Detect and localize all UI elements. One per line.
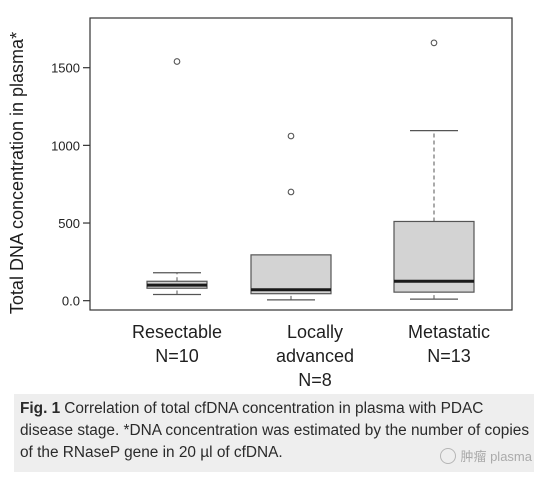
caption-text: Correlation of total cfDNA concentration…	[20, 400, 530, 461]
outlier-point	[430, 39, 438, 47]
x-label-metastatic: Metastatic N=13	[369, 320, 529, 368]
category-name: Metastatic	[407, 322, 491, 342]
category-name-line1: Locally	[286, 322, 344, 342]
boxplot-chart: 0.0 500 1000 1500	[51, 17, 513, 311]
figure-caption: Fig. 1 Correlation of total cfDNA concent…	[20, 398, 530, 464]
y-tick-label: 1000	[51, 138, 80, 153]
watermark-logo-icon	[440, 447, 457, 464]
x-label-resectable: Resectable N=10	[97, 320, 257, 368]
outlier-point	[173, 58, 181, 65]
outlier-point	[287, 132, 295, 140]
y-axis-title: Total DNA concentration in plasma*	[7, 31, 27, 315]
category-n: N=13	[427, 346, 471, 366]
plot-frame	[89, 17, 513, 311]
outlier-point	[287, 188, 295, 196]
x-label-locally-advanced: Locally advanced N=8	[235, 320, 395, 392]
watermark-text: 肿瘤 plasma	[460, 449, 532, 464]
y-tick-label: 500	[58, 216, 80, 231]
category-n: N=10	[155, 346, 199, 366]
watermark: 肿瘤 plasma	[440, 446, 532, 465]
category-name: Resectable	[131, 322, 223, 342]
figure-number: Fig. 1	[20, 400, 61, 417]
category-name-line2: advanced	[275, 346, 355, 366]
y-tick-label: 0.0	[62, 294, 80, 309]
y-tick-label: 1500	[51, 61, 80, 76]
iqr-box	[250, 254, 332, 295]
category-n: N=8	[298, 370, 332, 390]
